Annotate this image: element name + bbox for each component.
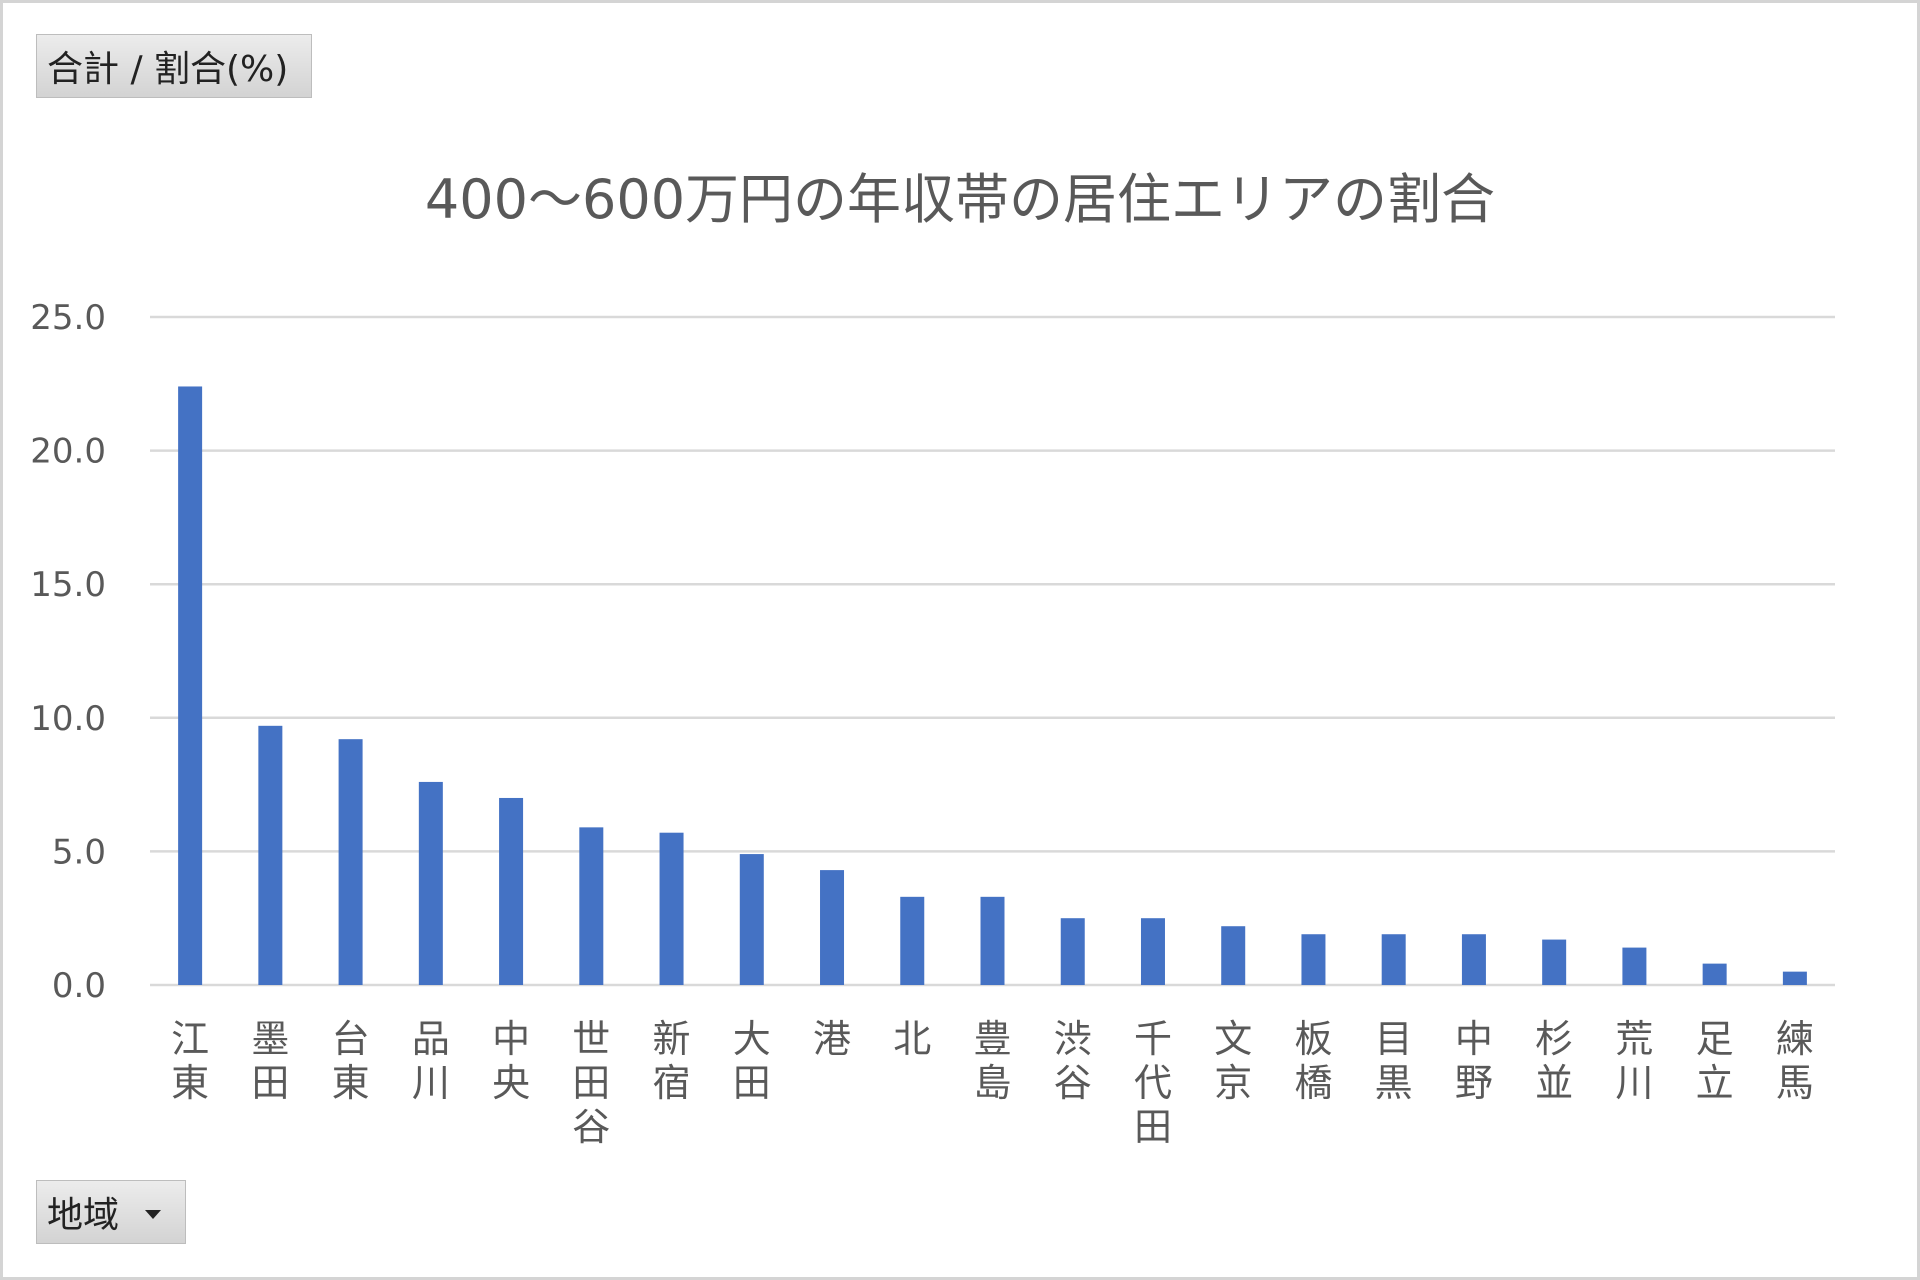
bar bbox=[1461, 934, 1486, 985]
x-tick-label: 杉並 bbox=[1535, 1017, 1573, 1105]
x-tick-label: 大田 bbox=[733, 1017, 771, 1105]
chevron-down-icon[interactable] bbox=[145, 1209, 162, 1219]
y-tick-label: 5.0 bbox=[52, 832, 106, 872]
x-tick-label: 豊島 bbox=[973, 1017, 1011, 1105]
x-tick-label: 練馬 bbox=[1776, 1017, 1814, 1105]
bars bbox=[178, 386, 1807, 985]
bar bbox=[1301, 934, 1326, 985]
bar bbox=[178, 386, 203, 985]
x-tick-label: 千代田 bbox=[1134, 1017, 1172, 1149]
x-tick-label: 台東 bbox=[332, 1017, 370, 1105]
bar bbox=[338, 739, 363, 985]
axis-field-filter-button[interactable]: 地域 bbox=[36, 1180, 186, 1244]
bar bbox=[1622, 947, 1647, 985]
x-tick-label: 中央 bbox=[492, 1017, 530, 1105]
gridlines bbox=[150, 315, 1835, 987]
x-tick-label: 墨田 bbox=[251, 1017, 289, 1105]
y-tick-label: 25.0 bbox=[30, 298, 106, 338]
bar bbox=[980, 896, 1005, 985]
x-tick-label: 足立 bbox=[1696, 1017, 1734, 1105]
y-tick-label: 10.0 bbox=[30, 699, 106, 739]
x-tick-label: 荒川 bbox=[1615, 1017, 1653, 1105]
bar bbox=[1060, 918, 1085, 985]
bar bbox=[499, 797, 524, 985]
x-tick-label: 世田谷 bbox=[572, 1017, 610, 1149]
bar bbox=[579, 827, 604, 985]
bar bbox=[820, 870, 845, 985]
value-field-button[interactable]: 合計 / 割合(%) bbox=[36, 34, 312, 98]
x-tick-label: 文京 bbox=[1214, 1017, 1252, 1105]
bar bbox=[659, 832, 684, 985]
bar bbox=[1782, 971, 1807, 985]
x-tick-label: 港 bbox=[813, 1017, 851, 1061]
x-tick-label: 品川 bbox=[412, 1017, 450, 1105]
bar bbox=[739, 854, 764, 985]
x-tick-label: 新宿 bbox=[653, 1017, 691, 1105]
x-tick-label: 中野 bbox=[1455, 1017, 1493, 1105]
x-axis-ticks: 江東墨田台東品川中央 世田谷 新宿大田港北豊島渋谷 千代田 文京板橋目黒中野杉並荒川足立… bbox=[171, 1017, 1814, 1149]
bar bbox=[418, 781, 443, 985]
x-tick-label: 北 bbox=[893, 1017, 931, 1061]
bar bbox=[900, 896, 925, 985]
x-tick-label: 板橋 bbox=[1294, 1017, 1332, 1105]
bar bbox=[1140, 918, 1165, 985]
bar bbox=[1542, 939, 1567, 985]
x-tick-label: 渋谷 bbox=[1054, 1017, 1092, 1105]
y-tick-label: 15.0 bbox=[30, 565, 106, 605]
bar bbox=[1221, 926, 1246, 985]
value-field-label: 合計 / 割合(%) bbox=[47, 49, 289, 90]
y-tick-label: 20.0 bbox=[30, 432, 106, 472]
x-tick-label: 江東 bbox=[171, 1017, 209, 1105]
y-tick-label: 0.0 bbox=[52, 966, 106, 1006]
chart-title: 400～600万円の年収帯の居住エリアの割合 bbox=[425, 168, 1495, 231]
bar bbox=[258, 725, 283, 985]
x-tick-label: 目黒 bbox=[1375, 1017, 1413, 1105]
bar bbox=[1702, 963, 1727, 985]
axis-field-label: 地域 bbox=[47, 1195, 120, 1236]
y-axis-ticks: 0.0 5.0 10.0 15.0 20.0 25.0 bbox=[30, 298, 106, 1006]
bar bbox=[1381, 934, 1406, 985]
